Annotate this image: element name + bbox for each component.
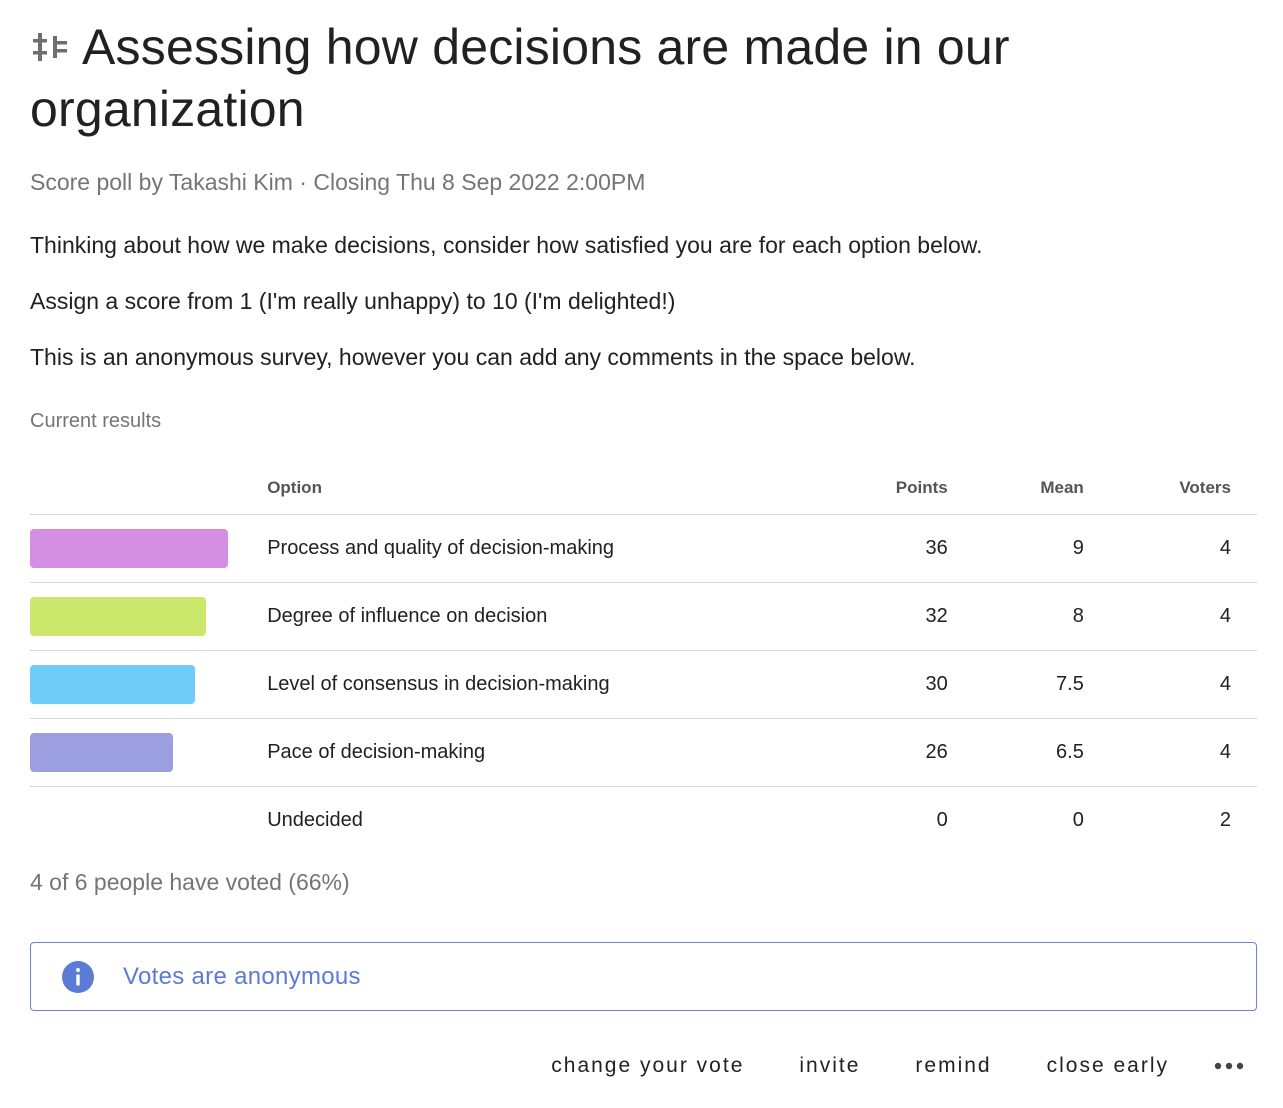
poll-description-line: Thinking about how we make decisions, co… xyxy=(30,232,983,258)
option-mean: 0 xyxy=(1072,809,1084,831)
poll-description-line: Assign a score from 1 (I'm really unhapp… xyxy=(30,288,676,314)
option-mean: 7.5 xyxy=(947,650,1084,719)
option-name: Undecided xyxy=(267,809,363,831)
option-name: Pace of decision-making xyxy=(267,718,798,787)
header-points: Points xyxy=(797,462,948,515)
option-name: Degree of influence on decision xyxy=(267,582,798,651)
result-bar xyxy=(30,597,206,636)
option-points: 0 xyxy=(936,809,948,831)
poll-actions: change your vote invite remind close ear… xyxy=(551,1050,1257,1082)
results-table: Option Points Mean Voters Process and qu… xyxy=(30,462,1257,854)
option-mean: 9 xyxy=(947,514,1084,583)
option-points: 36 xyxy=(797,514,948,583)
results-header-row: Option Points Mean Voters xyxy=(30,462,1257,515)
option-voters: 2 xyxy=(1219,809,1231,831)
close-early-button[interactable]: close early xyxy=(1046,1054,1169,1077)
result-bar xyxy=(30,665,195,704)
option-points: 32 xyxy=(797,582,948,651)
poll-description-line: This is an anonymous survey, however you… xyxy=(30,344,916,370)
more-horizontal-icon[interactable] xyxy=(1209,1052,1249,1080)
poll-title-text: Assessing how decisions are made in our … xyxy=(30,19,1010,137)
table-row: Degree of influence on decision 32 8 4 xyxy=(30,582,1257,651)
result-bar xyxy=(30,529,228,568)
result-bar xyxy=(30,733,173,772)
table-row: Level of consensus in decision-making 30… xyxy=(30,650,1257,719)
header-bar-column xyxy=(30,462,268,515)
option-voters: 4 xyxy=(1083,514,1257,583)
table-row: Pace of decision-making 26 6.5 4 xyxy=(30,718,1257,787)
option-name: Process and quality of decision-making xyxy=(267,514,798,583)
option-mean: 8 xyxy=(947,582,1084,651)
option-name: Level of consensus in decision-making xyxy=(267,650,798,719)
poll-meta: Score poll by Takashi Kim · Closing Thu … xyxy=(30,169,646,195)
anonymous-notice: Votes are anonymous xyxy=(30,942,1257,1011)
option-voters: 4 xyxy=(1083,718,1257,787)
invite-button[interactable]: invite xyxy=(799,1054,861,1077)
current-results-label: Current results xyxy=(30,410,162,432)
voters-summary: 4 of 6 people have voted (66%) xyxy=(30,869,350,895)
option-voters: 4 xyxy=(1083,582,1257,651)
header-mean: Mean xyxy=(947,462,1084,515)
score-poll-icon xyxy=(30,27,70,67)
header-option: Option xyxy=(267,462,798,515)
table-row: Undecided 0 0 2 xyxy=(30,787,1257,855)
table-row: Process and quality of decision-making 3… xyxy=(30,514,1257,583)
option-points: 26 xyxy=(797,718,948,787)
change-vote-button[interactable]: change your vote xyxy=(551,1054,745,1077)
notice-text: Votes are anonymous xyxy=(123,962,361,990)
option-mean: 6.5 xyxy=(947,718,1084,787)
remind-button[interactable]: remind xyxy=(915,1054,992,1077)
header-voters: Voters xyxy=(1083,462,1257,515)
info-icon xyxy=(61,960,95,994)
option-points: 30 xyxy=(797,650,948,719)
option-voters: 4 xyxy=(1083,650,1257,719)
poll-title: Assessing how decisions are made in our … xyxy=(30,16,1230,140)
